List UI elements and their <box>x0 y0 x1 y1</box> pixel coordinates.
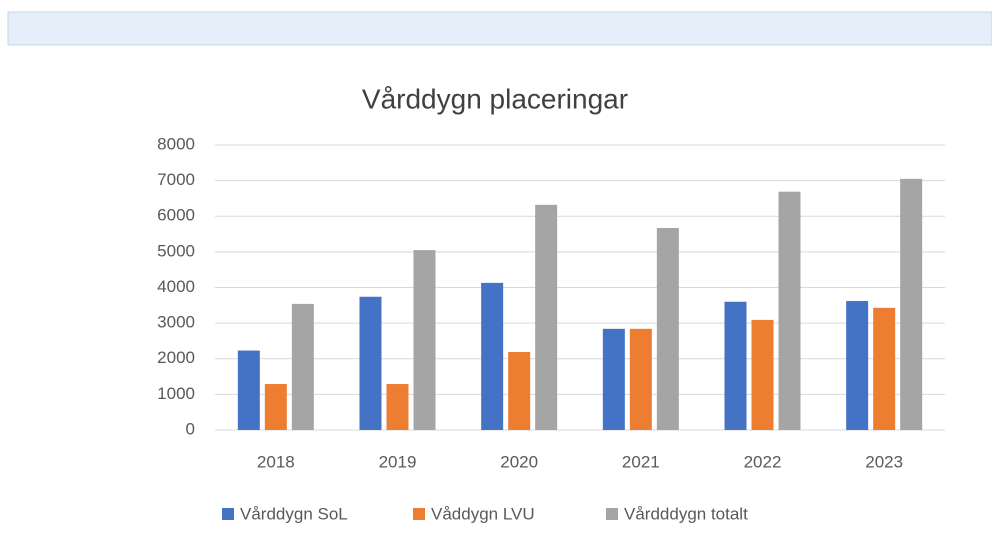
x-tick-label: 2018 <box>257 452 295 471</box>
x-tick-label: 2020 <box>500 452 538 471</box>
legend-swatch <box>413 508 425 520</box>
bar <box>481 282 504 430</box>
legend-label: Vårddygn SoL <box>240 504 348 523</box>
y-tick-label: 4000 <box>157 277 195 296</box>
bar <box>900 178 923 430</box>
bar <box>291 303 314 430</box>
y-tick-label: 8000 <box>157 134 195 153</box>
legend-label: Våddygn LVU <box>431 504 535 523</box>
y-tick-label: 2000 <box>157 348 195 367</box>
bar <box>656 228 679 430</box>
bar <box>237 350 260 430</box>
x-tick-label: 2022 <box>744 452 782 471</box>
bar <box>264 384 287 430</box>
bar <box>602 328 625 430</box>
x-tick-label: 2019 <box>379 452 417 471</box>
y-tick-label: 5000 <box>157 241 195 260</box>
bar <box>535 204 558 430</box>
bar <box>359 296 382 430</box>
bar <box>629 328 652 430</box>
bar <box>751 319 774 430</box>
bar <box>386 384 409 430</box>
y-tick-label: 0 <box>186 419 195 438</box>
legend-swatch <box>222 508 234 520</box>
legend-swatch <box>606 508 618 520</box>
y-tick-label: 7000 <box>157 170 195 189</box>
x-tick-label: 2021 <box>622 452 660 471</box>
bar <box>724 301 747 430</box>
top-band <box>7 11 992 46</box>
y-tick-label: 3000 <box>157 313 195 332</box>
x-tick-label: 2023 <box>865 452 903 471</box>
bar <box>508 351 531 430</box>
bar <box>778 191 801 430</box>
bar <box>846 301 869 430</box>
y-tick-label: 1000 <box>157 384 195 403</box>
bar <box>873 307 896 430</box>
chart-title: Vårddygn placeringar <box>362 83 628 114</box>
legend-label: Vårdddygn totalt <box>624 504 748 523</box>
y-tick-label: 6000 <box>157 206 195 225</box>
bar <box>413 250 436 430</box>
